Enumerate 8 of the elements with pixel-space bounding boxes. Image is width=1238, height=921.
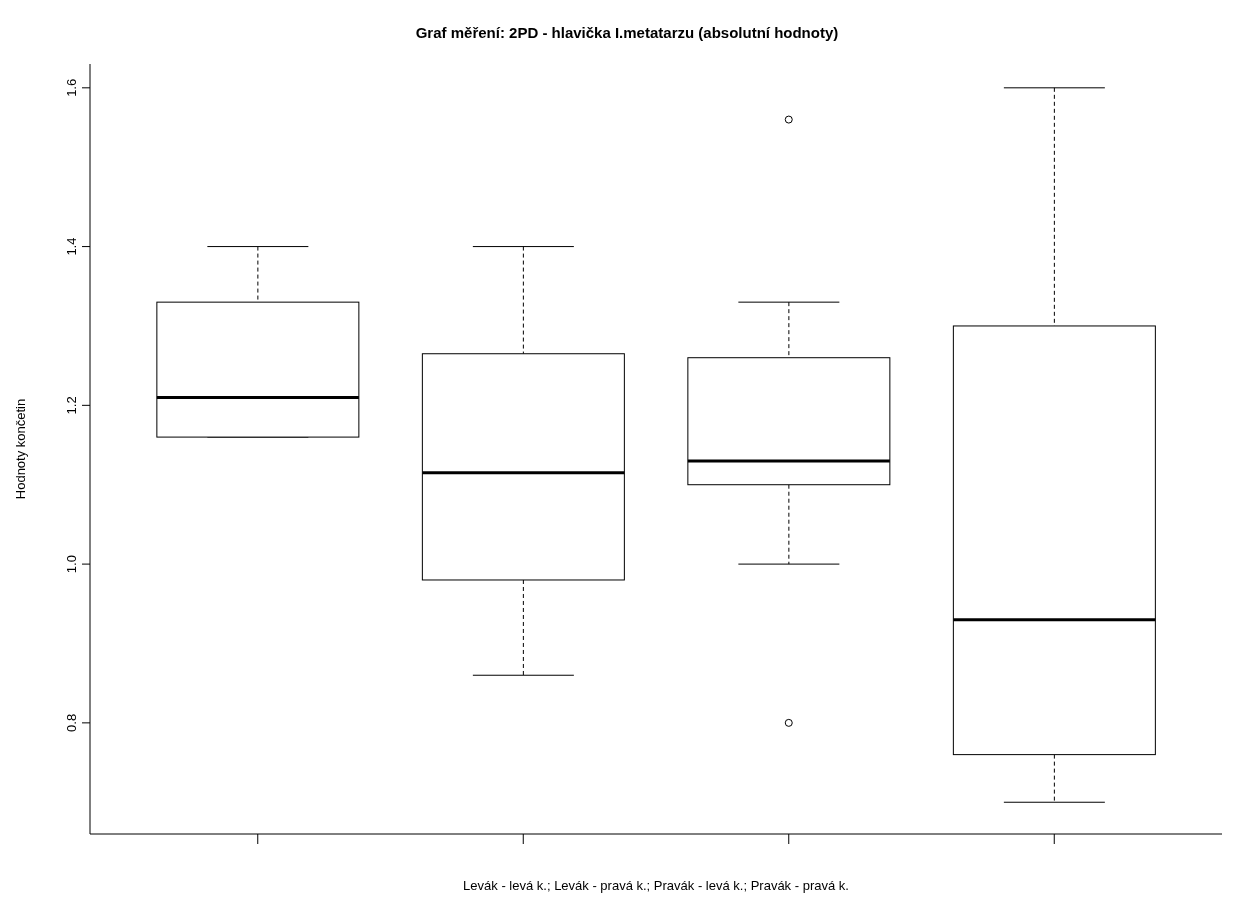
x-axis-title: Levák - levá k.; Levák - pravá k.; Pravák - levá k.; Pravák - pravá k.: [463, 878, 849, 893]
chart-title: Graf měření: 2PD - hlavička I.metatarzu (absolutní hodnoty): [414, 24, 840, 41]
y-tick-label: 1.2: [64, 396, 79, 415]
y-tick-label: 1.4: [64, 237, 79, 256]
y-axis-title: Hodnoty končetin: [12, 398, 28, 500]
y-tick-label: 1.0: [64, 555, 79, 574]
y-tick-label: 0.8: [64, 713, 79, 732]
y-tick-label: 1.6: [64, 78, 79, 97]
